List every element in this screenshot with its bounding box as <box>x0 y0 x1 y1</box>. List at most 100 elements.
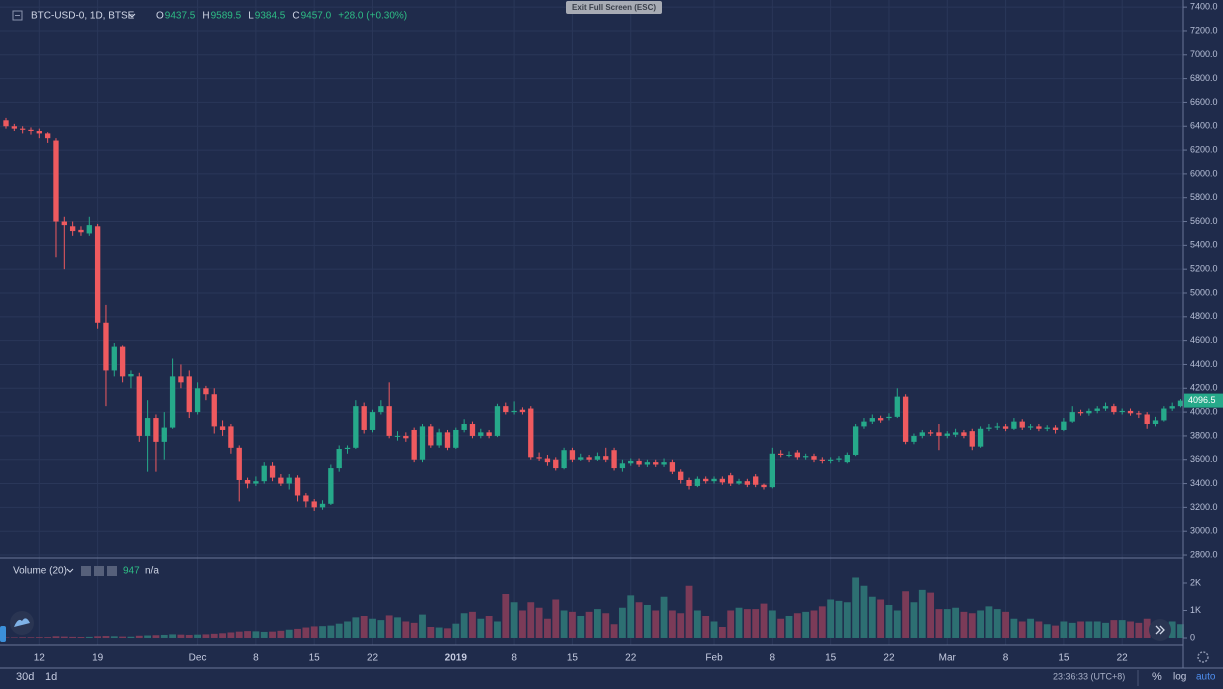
volume-bar <box>344 621 351 638</box>
volume-bar <box>260 631 268 638</box>
y-tick-label: 3200.0 <box>1190 502 1218 512</box>
range-button[interactable]: 30d <box>16 671 34 683</box>
volume-bar <box>227 632 235 638</box>
volume-bar <box>618 607 626 638</box>
candle-body <box>261 465 267 482</box>
candle-body <box>144 418 151 436</box>
auto-toggle[interactable]: auto <box>1196 672 1216 683</box>
log-toggle[interactable]: log <box>1173 672 1186 683</box>
volume-bar <box>652 610 660 638</box>
volume-bar <box>602 613 610 638</box>
last-price-label: 4096.5 <box>1188 395 1216 405</box>
candle-body <box>328 468 334 504</box>
volume-title: Volume (20) <box>13 566 67 577</box>
volume-bar <box>27 637 35 638</box>
candle-body <box>619 463 626 469</box>
candle-body <box>827 459 834 461</box>
candle-body <box>1169 406 1175 409</box>
candle-body <box>519 409 526 413</box>
collapse-icon[interactable] <box>12 10 23 21</box>
candle-body <box>1111 406 1117 413</box>
ohlc: O 9437.5 H 9589.5 L 9384.5 C 9457.0 +28.0 (+0.30… <box>156 11 407 22</box>
volume-bar <box>952 607 960 638</box>
x-tick-label: 8 <box>511 653 517 664</box>
volume-bar <box>10 637 18 638</box>
candle-body <box>278 477 284 484</box>
volume-bar <box>485 615 493 638</box>
ohlc-value: 9589.5 <box>211 11 242 22</box>
volume-bar <box>1168 621 1176 638</box>
volume-visibility[interactable] <box>94 566 104 576</box>
symbol-dropdown[interactable] <box>128 13 136 18</box>
candle-body <box>244 479 251 484</box>
y-tick-label: 7400.0 <box>1190 2 1218 12</box>
volume-bar <box>402 621 410 638</box>
candle-body <box>861 421 867 427</box>
volume-bar <box>552 599 560 638</box>
volume-bar <box>693 610 701 638</box>
volume-bar <box>852 577 860 638</box>
candle-body <box>536 457 542 459</box>
volume-bar <box>610 624 618 638</box>
candle-body <box>977 428 984 447</box>
candle-body <box>1127 410 1134 414</box>
x-tick-label: 15 <box>567 653 579 664</box>
fullscreen-button-bg[interactable] <box>566 1 662 14</box>
volume-remove[interactable] <box>107 566 117 576</box>
ohlc-key: C <box>292 11 299 22</box>
volume-dropdown[interactable] <box>66 568 74 573</box>
volume-bar <box>627 595 635 638</box>
volume-bar <box>435 627 443 638</box>
candle-body <box>961 432 967 436</box>
volume-bar <box>710 621 718 638</box>
x-tick-label: 15 <box>309 653 321 664</box>
candle-body <box>19 128 26 130</box>
range-button[interactable]: 1d <box>45 671 57 683</box>
candle-body <box>553 459 559 469</box>
volume-bar <box>868 596 876 638</box>
percent-toggle[interactable]: % <box>1152 671 1162 683</box>
candle-body <box>53 140 59 222</box>
candle-body <box>628 460 634 464</box>
candle-body <box>1077 412 1084 414</box>
left-tab[interactable] <box>0 626 6 642</box>
settings-icon[interactable] <box>1197 651 1209 663</box>
candle-body <box>1011 421 1017 429</box>
volume-bar <box>302 627 310 638</box>
candle-body <box>952 432 959 435</box>
volume-bar <box>985 606 993 638</box>
candle-body <box>919 432 925 436</box>
candle-body <box>653 462 659 465</box>
candle-body <box>719 478 726 483</box>
volume-bar <box>60 636 68 638</box>
volume-settings[interactable] <box>81 566 91 576</box>
candle-body <box>544 458 551 463</box>
candle-body <box>569 450 576 460</box>
candle-body <box>503 406 509 413</box>
volume-bar <box>510 602 518 638</box>
candle-body <box>611 450 617 469</box>
volume-bar <box>219 633 226 638</box>
y-tick-label: 2K <box>1190 577 1201 587</box>
candle-body <box>711 478 717 482</box>
candle-body <box>678 471 684 480</box>
candle-body <box>394 435 401 437</box>
volume-bar <box>52 636 60 638</box>
candle-body <box>594 456 601 460</box>
volume-bar <box>110 636 118 638</box>
volume-bar <box>460 613 468 638</box>
plot <box>2 117 1184 638</box>
candle-body <box>419 426 426 460</box>
volume-bar <box>993 609 1001 638</box>
symbol[interactable]: BTC-USD-0, 1D, BTSE <box>31 11 135 22</box>
candle-body <box>344 447 351 450</box>
candle-body <box>361 406 367 430</box>
volume-bar <box>1143 618 1151 638</box>
volume-bar <box>843 602 851 638</box>
volume-bar <box>69 636 77 638</box>
volume-bar <box>727 610 735 638</box>
fullscreen-button[interactable]: Exit Full Screen (ESC) <box>572 3 656 12</box>
volume-bar <box>943 609 951 638</box>
volume-bar <box>494 621 501 638</box>
volume-bar <box>1002 611 1009 638</box>
